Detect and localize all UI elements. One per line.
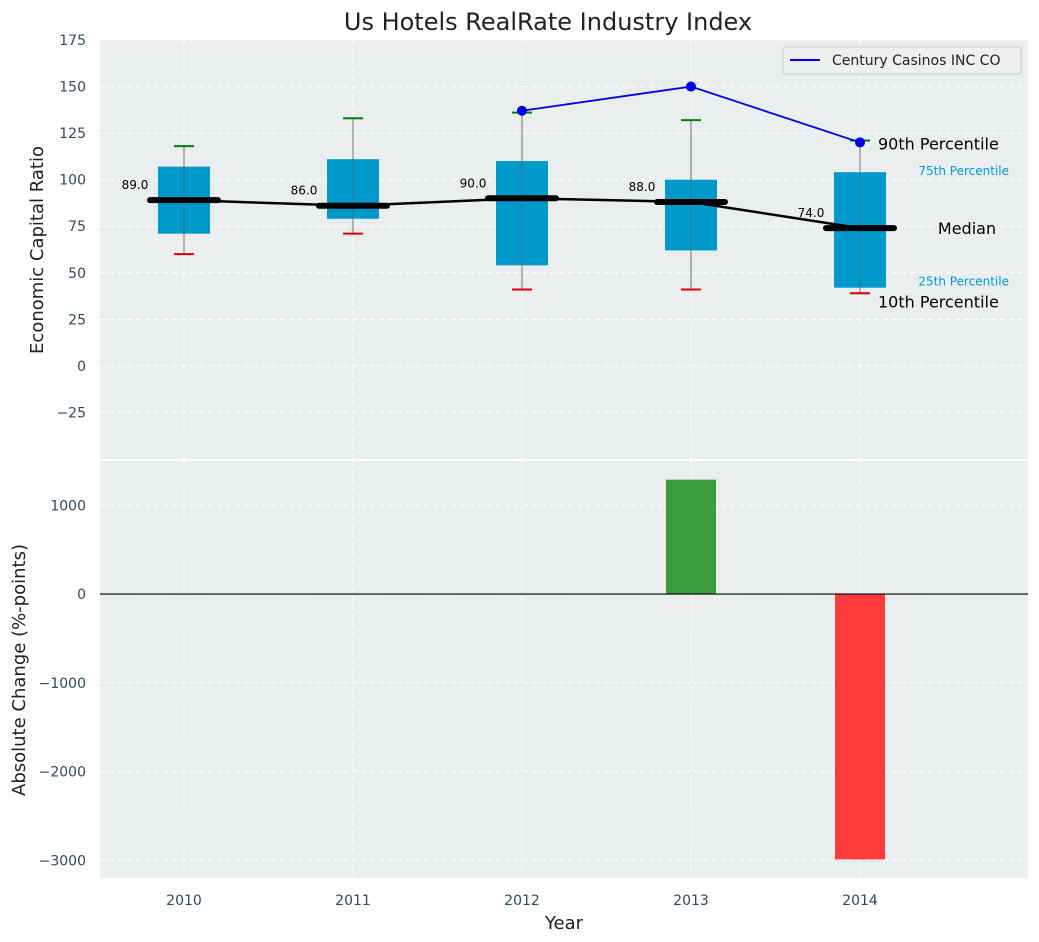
median-trend-line (183, 197, 861, 230)
legend-box (782, 46, 1022, 75)
plot-area-top (100, 40, 1028, 459)
legend: Century Casinos INC CO (782, 46, 1022, 75)
y-tick-label: 1000 (50, 498, 86, 514)
legend-label: Century Casinos INC CO (832, 53, 1000, 69)
median-value-label: 89.0 (122, 178, 149, 192)
x-tick-label: 2012 (504, 893, 540, 909)
x-tick-label: 2013 (673, 893, 709, 909)
y-tick-label: 125 (59, 126, 86, 142)
y-tick-label: 25 (68, 312, 86, 328)
bottom-y-axis-label: Absolute Change (%-points) (9, 544, 30, 796)
change-bar-panel: −3000 −2000 −1000 0 1000 2010 2011 2012 2013 2014 (39, 461, 1028, 909)
annotation-p90: 90th Percentile (878, 135, 999, 154)
annotation-p25: 25th Percentile (918, 275, 1009, 289)
median-value-label: 88.0 (629, 180, 656, 194)
x-axis-label: Year (544, 913, 584, 934)
company-series-point (855, 137, 865, 148)
top-y-axis-label: Economic Capital Ratio (27, 146, 48, 354)
bar-positive (666, 479, 716, 595)
x-tick-label: 2011 (335, 893, 371, 909)
x-tick-label: 2014 (842, 893, 878, 909)
y-tick-label: 0 (77, 359, 86, 375)
median-value-label: 90.0 (460, 176, 487, 190)
y-tick-label: 75 (68, 219, 86, 235)
annotation-p75: 75th Percentile (918, 164, 1009, 178)
company-series-point (686, 81, 696, 92)
x-tick-label: 2010 (166, 893, 202, 909)
chart-title: Us Hotels RealRate Industry Index (344, 8, 752, 36)
plot-area-bottom (100, 461, 1028, 878)
annotation-median: Median (938, 219, 996, 238)
boxplot-panel: −25 0 25 50 75 100 125 150 175 89.0 86.0 90.0 88.0 74… (56, 33, 1028, 459)
y-tick-label: 100 (59, 173, 86, 189)
median-value-label: 86.0 (291, 184, 318, 198)
bar-negative (835, 594, 885, 860)
y-tick-label: 0 (77, 587, 86, 603)
y-tick-label: 150 (59, 80, 86, 96)
company-series-point (517, 105, 527, 116)
y-tick-label: 50 (68, 266, 86, 282)
y-tick-label: −2000 (39, 765, 86, 781)
y-tick-label: −1000 (39, 676, 86, 692)
y-tick-label: 175 (59, 33, 86, 49)
median-value-label: 74.0 (798, 206, 825, 220)
annotation-p10: 10th Percentile (878, 292, 999, 311)
y-tick-label: −3000 (39, 853, 86, 869)
y-tick-label: −25 (56, 405, 86, 421)
